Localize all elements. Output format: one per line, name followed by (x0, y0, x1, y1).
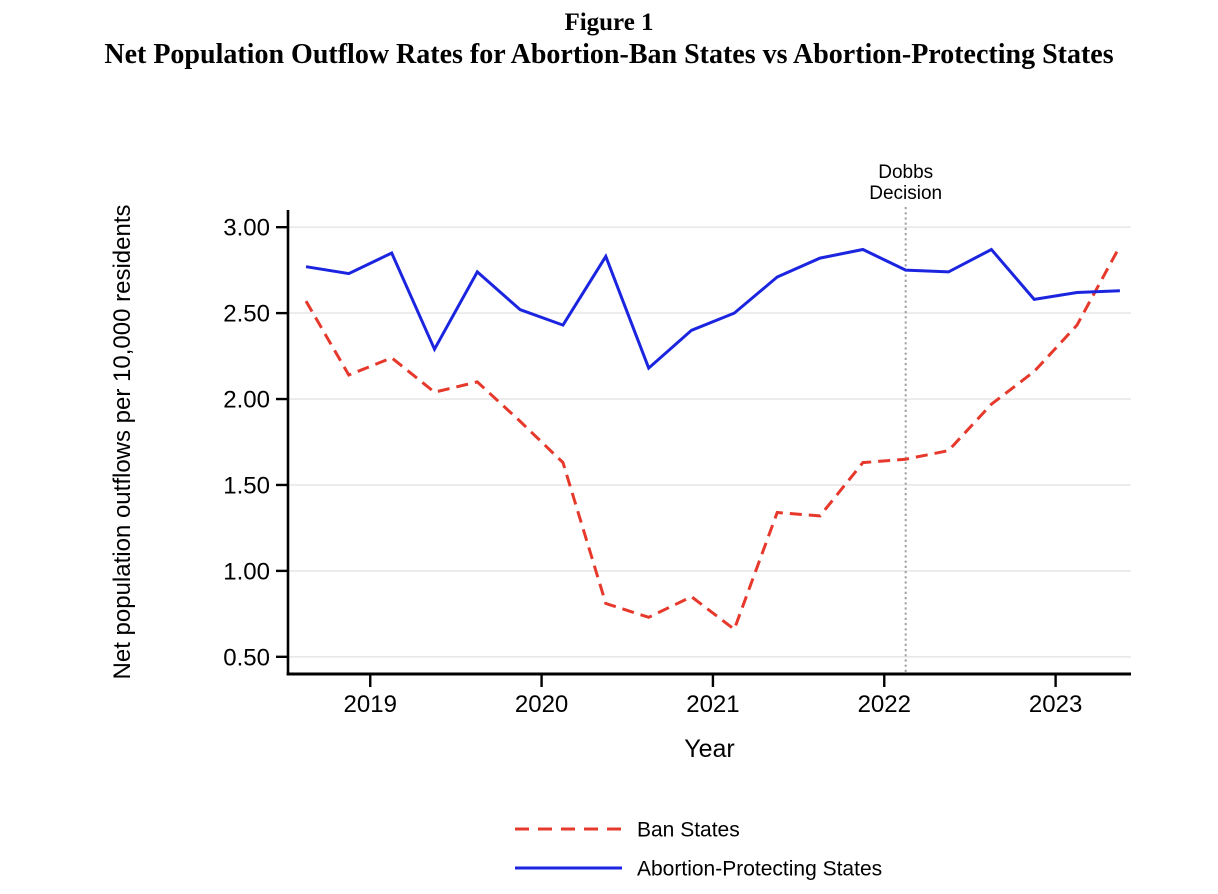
y-tick-label: 2.50 (223, 301, 270, 328)
y-axis-title: Net population outflows per 10,000 resid… (109, 205, 136, 680)
x-tick-label: 2022 (858, 691, 911, 718)
dobbs-decision-label: Dobbs (878, 162, 933, 183)
figure-number: Figure 1 (564, 9, 654, 36)
y-tick-label: 0.50 (223, 644, 270, 671)
y-tick-label: 1.50 (223, 472, 270, 499)
x-tick-label: 2019 (344, 691, 397, 718)
y-tick-label: 3.00 (223, 215, 270, 242)
x-tick-label: 2020 (515, 691, 568, 718)
x-tick-label: 2023 (1029, 691, 1082, 718)
x-tick-label: 2021 (686, 691, 739, 718)
x-axis-title: Year (684, 735, 735, 763)
series-line-dashed (304, 245, 1122, 632)
y-tick-label: 2.00 (223, 387, 270, 414)
dobbs-decision-label: Decision (869, 183, 942, 204)
series-line-solid (305, 247, 1120, 371)
figure-title: Net Population Outflow Rates for Abortio… (104, 39, 1114, 70)
legend-label: Ban States (637, 819, 740, 842)
y-tick-label: 1.00 (223, 558, 270, 585)
legend-label: Abortion-Protecting States (637, 858, 882, 881)
